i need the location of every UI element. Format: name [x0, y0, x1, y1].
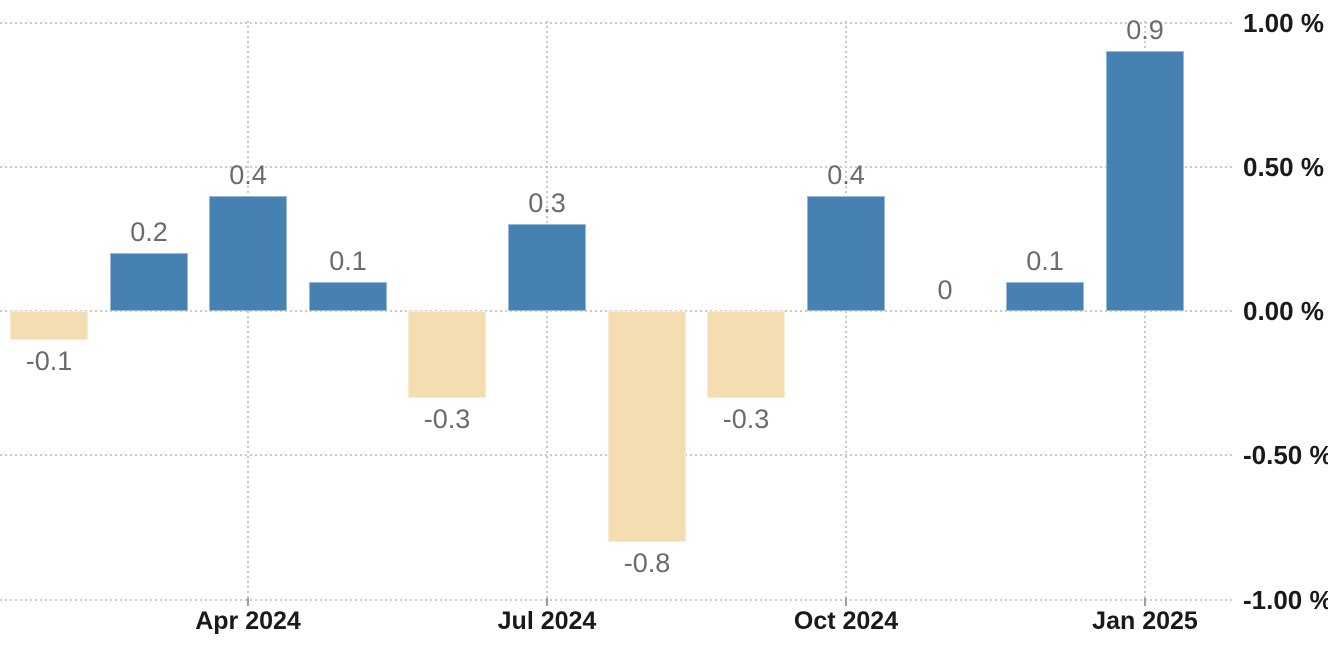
y-axis-tick-label: 0.00 % — [1243, 296, 1324, 326]
bar-value-label: -0.3 — [423, 404, 471, 434]
bar-value-label: 0.4 — [827, 160, 865, 190]
bar-value-label: -0.3 — [722, 404, 770, 434]
bar[interactable] — [209, 196, 287, 311]
x-axis-tick — [247, 598, 249, 606]
bar-value-label: 0.4 — [229, 160, 267, 190]
bar-value-label: 0.1 — [329, 246, 367, 276]
gridline-horizontal — [0, 22, 1233, 24]
bar[interactable] — [807, 196, 885, 311]
bar[interactable] — [408, 311, 486, 398]
bar[interactable] — [707, 311, 785, 398]
bar[interactable] — [309, 282, 387, 311]
bar-value-label: -0.1 — [25, 346, 73, 376]
x-axis-tick-label: Oct 2024 — [793, 607, 899, 635]
bar-value-label: 0.3 — [528, 188, 566, 218]
y-axis-tick-label: 1.00 % — [1243, 8, 1324, 38]
y-axis-tick-label: -1.00 % — [1243, 585, 1328, 615]
x-axis-tick-label: Jan 2025 — [1092, 607, 1198, 635]
y-axis-tick-label: 0.50 % — [1243, 152, 1324, 182]
bar-value-label: -0.8 — [623, 548, 671, 578]
bar[interactable] — [508, 224, 586, 311]
x-axis-tick — [1144, 598, 1146, 606]
bar-value-label: 0.1 — [1026, 246, 1064, 276]
bar[interactable] — [1106, 51, 1184, 311]
x-axis-tick-label: Jul 2024 — [497, 607, 597, 635]
bar-value-label: 0.9 — [1126, 15, 1164, 45]
y-axis-tick-label: -0.50 % — [1243, 440, 1328, 470]
bar[interactable] — [10, 311, 88, 340]
gridline-horizontal — [0, 166, 1233, 168]
bar[interactable] — [1006, 282, 1084, 311]
gridline-horizontal — [0, 599, 1233, 601]
x-axis-tick — [546, 598, 548, 606]
bar-value-label: 0.2 — [130, 217, 168, 247]
x-axis-tick — [845, 598, 847, 606]
x-axis-tick-label: Apr 2024 — [195, 607, 301, 635]
bar[interactable] — [110, 253, 188, 311]
bar-value-label: 0 — [937, 275, 953, 305]
bar[interactable] — [608, 311, 686, 542]
